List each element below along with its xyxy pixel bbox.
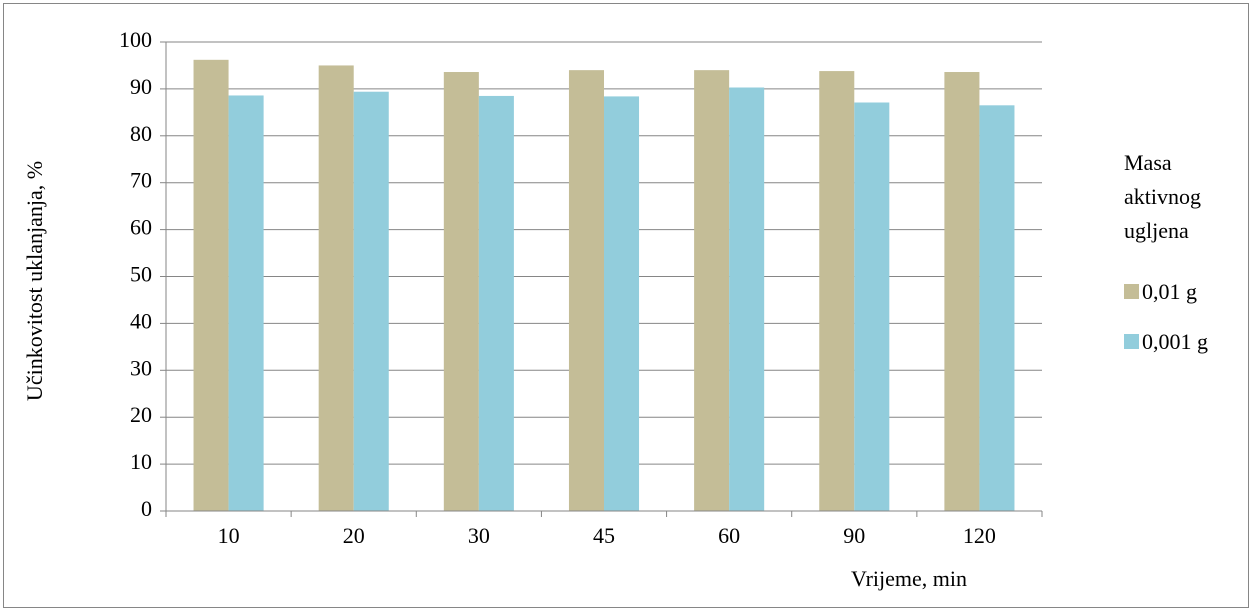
bar-0-001-g-10 xyxy=(228,95,264,511)
legend-title-line-2: aktivnog xyxy=(1124,184,1201,209)
x-tick-label-60: 60 xyxy=(718,523,740,548)
bar-0-001-g-60 xyxy=(729,87,765,512)
y-tick-labels: 0 10 20 30 40 50 60 70 80 90 100 xyxy=(119,27,152,521)
y-tick-label-40: 40 xyxy=(130,308,152,333)
y-tick-label-10: 10 xyxy=(130,449,152,474)
bar-0-001-g-120 xyxy=(979,105,1015,511)
y-tick-label-0: 0 xyxy=(141,496,152,521)
legend-swatch-0-01-g xyxy=(1124,284,1139,299)
y-tick-label-80: 80 xyxy=(130,121,152,146)
x-tick-label-30: 30 xyxy=(468,523,490,548)
bar-0-001-g-20 xyxy=(353,91,389,512)
bar-0-001-g-45 xyxy=(604,96,640,512)
legend-label-0-001-g: 0,001 g xyxy=(1142,329,1208,354)
x-tick-label-120: 120 xyxy=(963,523,996,548)
bars xyxy=(193,59,1015,512)
bar-0-001-g-30 xyxy=(478,95,514,511)
legend-swatch-0-001-g xyxy=(1124,334,1139,349)
legend-label-0-01-g: 0,01 g xyxy=(1142,279,1197,304)
axes xyxy=(160,41,1043,517)
legend-title-line-1: Masa xyxy=(1124,150,1172,175)
y-tick-label-20: 20 xyxy=(130,402,152,427)
y-tick-label-30: 30 xyxy=(130,355,152,380)
bar-0-01-g-20 xyxy=(318,65,354,511)
y-tick-label-50: 50 xyxy=(130,262,152,287)
y-axis-title: Učinkovitost uklanjanja, % xyxy=(22,161,47,401)
x-tick-label-90: 90 xyxy=(843,523,865,548)
x-tick-label-20: 20 xyxy=(343,523,365,548)
bar-0-001-g-90 xyxy=(854,102,890,511)
legend: Masa aktivnog ugljena 0,01 g 0,001 g xyxy=(1124,150,1208,354)
bar-0-01-g-30 xyxy=(443,72,479,512)
y-tick-label-60: 60 xyxy=(130,215,152,240)
bar-0-01-g-60 xyxy=(694,70,730,511)
x-tick-label-10: 10 xyxy=(218,523,240,548)
x-tick-label-45: 45 xyxy=(593,523,615,548)
x-axis-title: Vrijeme, min xyxy=(851,566,967,591)
bar-0-01-g-45 xyxy=(568,70,604,511)
y-tick-label-90: 90 xyxy=(130,74,152,99)
legend-title-line-3: ugljena xyxy=(1124,218,1189,243)
y-tick-label-70: 70 xyxy=(130,168,152,193)
x-tick-labels: 10 20 30 45 60 90 120 xyxy=(218,523,996,548)
bar-0-01-g-90 xyxy=(819,71,855,511)
y-tick-label-100: 100 xyxy=(119,27,152,52)
bar-0-01-g-120 xyxy=(944,72,980,512)
bar-0-01-g-10 xyxy=(193,59,229,512)
